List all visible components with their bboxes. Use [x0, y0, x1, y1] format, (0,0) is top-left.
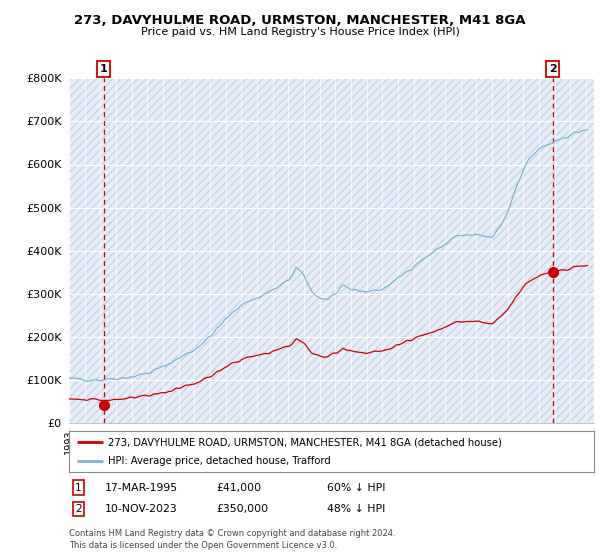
Text: 60% ↓ HPI: 60% ↓ HPI	[327, 483, 386, 493]
Text: 2: 2	[549, 64, 557, 74]
Text: 1: 1	[100, 64, 107, 74]
Text: Price paid vs. HM Land Registry's House Price Index (HPI): Price paid vs. HM Land Registry's House …	[140, 27, 460, 37]
Text: 273, DAVYHULME ROAD, URMSTON, MANCHESTER, M41 8GA: 273, DAVYHULME ROAD, URMSTON, MANCHESTER…	[74, 14, 526, 27]
Text: 10-NOV-2023: 10-NOV-2023	[105, 504, 178, 514]
Text: £350,000: £350,000	[216, 504, 268, 514]
Text: Contains HM Land Registry data © Crown copyright and database right 2024.
This d: Contains HM Land Registry data © Crown c…	[69, 529, 395, 550]
Text: 1: 1	[75, 483, 82, 493]
Text: HPI: Average price, detached house, Trafford: HPI: Average price, detached house, Traf…	[109, 456, 331, 466]
Text: 17-MAR-1995: 17-MAR-1995	[105, 483, 178, 493]
Text: 273, DAVYHULME ROAD, URMSTON, MANCHESTER, M41 8GA (detached house): 273, DAVYHULME ROAD, URMSTON, MANCHESTER…	[109, 437, 502, 447]
Text: 48% ↓ HPI: 48% ↓ HPI	[327, 504, 385, 514]
Text: £41,000: £41,000	[216, 483, 261, 493]
Text: 2: 2	[75, 504, 82, 514]
